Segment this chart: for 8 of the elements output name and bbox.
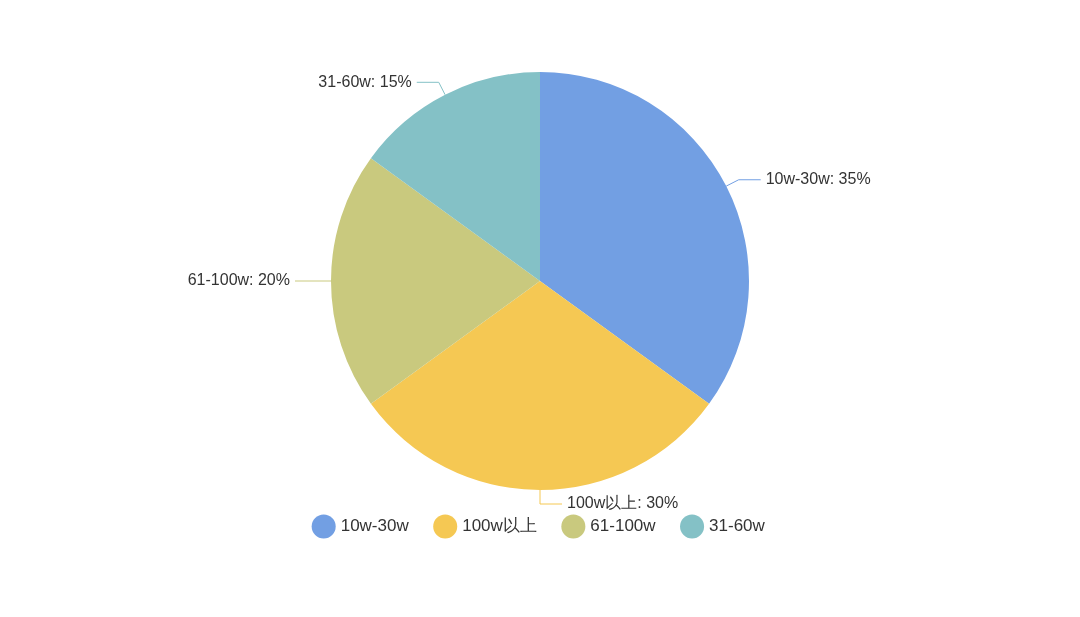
data-label: 100w以上: 30% — [567, 494, 679, 512]
data-label: 31-60w: 15% — [318, 72, 412, 90]
legend-label: 100w以上 — [462, 516, 537, 536]
legend-label: 31-60w — [709, 516, 766, 536]
legend-label: 61-100w — [590, 516, 657, 536]
data-label: 61-100w: 20% — [187, 271, 290, 289]
legend-label: 10w-30w — [340, 516, 410, 536]
data-label: 10w-30w: 35% — [765, 170, 871, 188]
